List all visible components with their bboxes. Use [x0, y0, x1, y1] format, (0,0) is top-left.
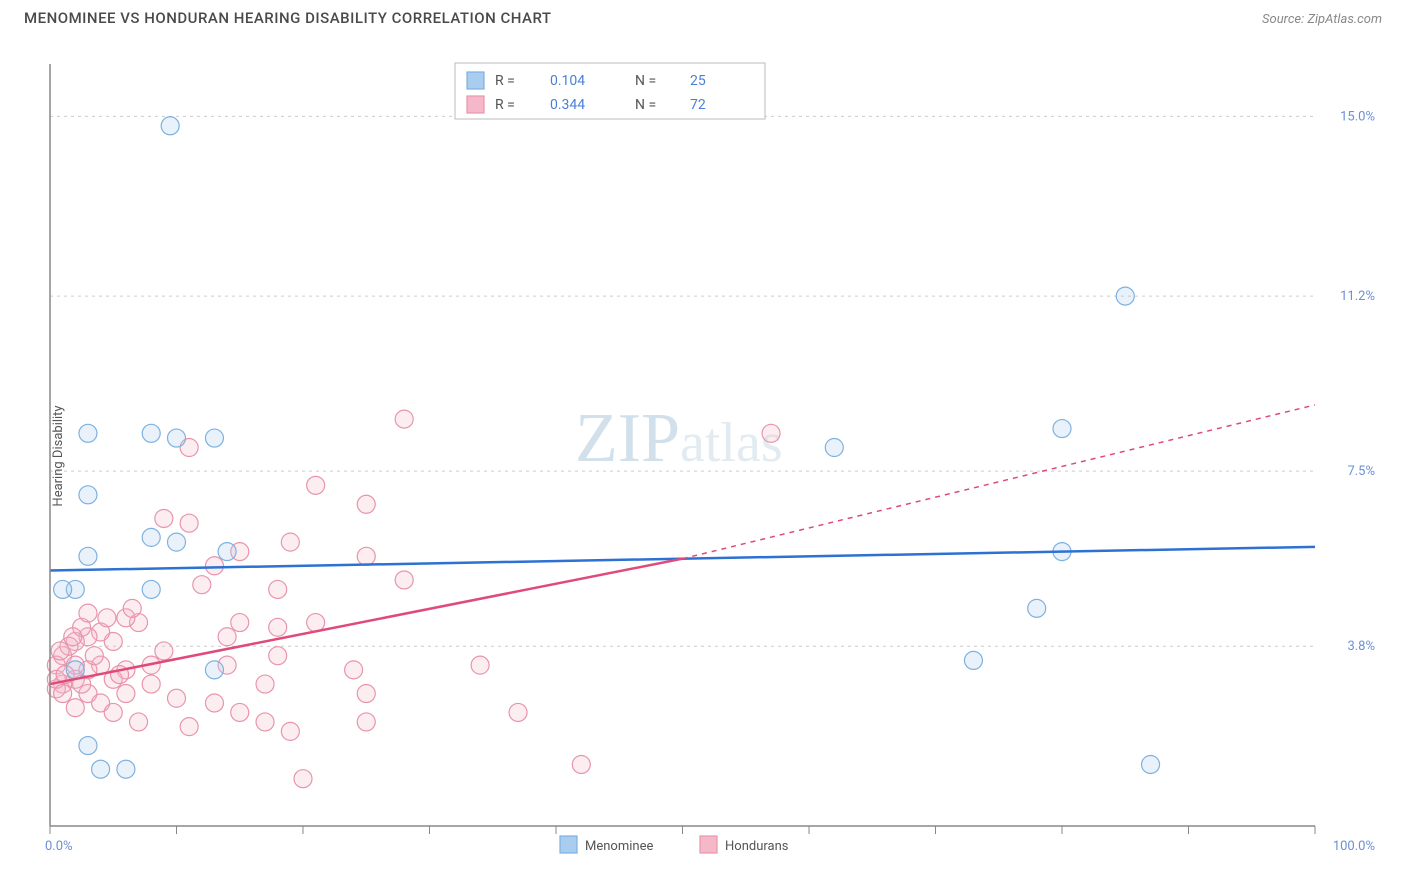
- hondurans-point: [130, 713, 148, 731]
- hondurans-point: [66, 699, 84, 717]
- legend-n-label: N =: [635, 97, 656, 113]
- y-tick-label: 3.8%: [1347, 639, 1375, 654]
- legend-r-label: R =: [495, 97, 515, 113]
- hondurans-point: [762, 424, 780, 442]
- y-tick-label: 15.0%: [1340, 109, 1375, 124]
- hondurans-point: [357, 713, 375, 731]
- menominee-point: [218, 543, 236, 561]
- hondurans-point: [180, 718, 198, 736]
- menominee-point: [161, 117, 179, 135]
- hondurans-point: [256, 713, 274, 731]
- hondurans-point: [205, 694, 223, 712]
- hondurans-point: [269, 580, 287, 598]
- legend-swatch-hondurans: [700, 836, 717, 853]
- menominee-point: [1053, 420, 1071, 438]
- legend-label-hondurans: Hondurans: [725, 839, 789, 854]
- legend-n-value: 72: [690, 97, 706, 113]
- hondurans-point: [572, 755, 590, 773]
- hondurans-point: [269, 647, 287, 665]
- legend-n-value: 25: [690, 73, 706, 89]
- hondurans-point: [256, 675, 274, 693]
- hondurans-point: [205, 557, 223, 575]
- menominee-point: [117, 760, 135, 778]
- x-max-label: 100.0%: [1333, 839, 1375, 854]
- hondurans-point: [281, 533, 299, 551]
- menominee-point: [964, 651, 982, 669]
- hondurans-point: [294, 770, 312, 788]
- hondurans-point: [269, 618, 287, 636]
- source-label: Source:: [1262, 12, 1307, 27]
- menominee-point: [142, 528, 160, 546]
- menominee-point: [1028, 599, 1046, 617]
- source-value: ZipAtlas.com: [1307, 12, 1382, 27]
- hondurans-point: [395, 571, 413, 589]
- menominee-point: [79, 737, 97, 755]
- hondurans-point: [104, 703, 122, 721]
- hondurans-point: [168, 689, 186, 707]
- hondurans-point: [193, 576, 211, 594]
- legend-label-menominee: Menominee: [585, 839, 653, 854]
- hondurans-point: [85, 647, 103, 665]
- menominee-point: [54, 580, 72, 598]
- hondurans-point: [357, 547, 375, 565]
- hondurans-point: [471, 656, 489, 674]
- hondurans-point: [98, 609, 116, 627]
- hondurans-point: [54, 685, 72, 703]
- menominee-point: [79, 486, 97, 504]
- chart-container: Hearing Disability 3.8%7.5%11.2%15.0%ZIP…: [0, 31, 1406, 881]
- hondurans-point: [345, 661, 363, 679]
- hondurans-point: [123, 599, 141, 617]
- hondurans-point: [142, 675, 160, 693]
- hondurans-point: [155, 509, 173, 527]
- menominee-point: [1142, 755, 1160, 773]
- menominee-point: [825, 439, 843, 457]
- legend-r-value: 0.104: [550, 73, 585, 89]
- legend-r-value: 0.344: [550, 97, 585, 113]
- hondurans-point: [51, 642, 69, 660]
- menominee-point: [79, 547, 97, 565]
- menominee-point: [79, 424, 97, 442]
- menominee-point: [205, 661, 223, 679]
- hondurans-point: [307, 614, 325, 632]
- hondurans-point: [307, 476, 325, 494]
- chart-title: MENOMINEE VS HONDURAN HEARING DISABILITY…: [24, 9, 552, 27]
- hondurans-point: [357, 685, 375, 703]
- y-tick-label: 7.5%: [1347, 464, 1375, 479]
- hondurans-point: [180, 514, 198, 532]
- hondurans-point: [231, 703, 249, 721]
- correlation-chart: 3.8%7.5%11.2%15.0%ZIPatlas0.0%100.0%R = …: [0, 31, 1406, 881]
- legend-r-label: R =: [495, 73, 515, 89]
- chart-source: Source: ZipAtlas.com: [1262, 8, 1382, 27]
- hondurans-point: [395, 410, 413, 428]
- menominee-point: [1116, 287, 1134, 305]
- watermark-text: ZIPatlas: [575, 400, 783, 477]
- x-min-label: 0.0%: [45, 839, 73, 854]
- menominee-point: [142, 424, 160, 442]
- hondurans-point: [281, 722, 299, 740]
- legend-swatch-menominee: [560, 836, 577, 853]
- hondurans-point: [64, 628, 82, 646]
- hondurans-point: [509, 703, 527, 721]
- menominee-point: [142, 580, 160, 598]
- menominee-point: [205, 429, 223, 447]
- hondurans-point: [231, 614, 249, 632]
- legend-swatch: [467, 72, 484, 89]
- hondurans-point: [79, 604, 97, 622]
- legend-swatch: [467, 96, 484, 113]
- hondurans-point: [155, 642, 173, 660]
- chart-header: MENOMINEE VS HONDURAN HEARING DISABILITY…: [0, 0, 1406, 31]
- menominee-point: [168, 429, 186, 447]
- hondurans-point: [357, 495, 375, 513]
- menominee-point: [168, 533, 186, 551]
- legend-n-label: N =: [635, 73, 656, 89]
- y-tick-label: 11.2%: [1340, 289, 1375, 304]
- y-axis-label: Hearing Disability: [51, 405, 66, 506]
- hondurans-point: [117, 685, 135, 703]
- menominee-point: [66, 661, 84, 679]
- menominee-point: [92, 760, 110, 778]
- hondurans-point: [218, 628, 236, 646]
